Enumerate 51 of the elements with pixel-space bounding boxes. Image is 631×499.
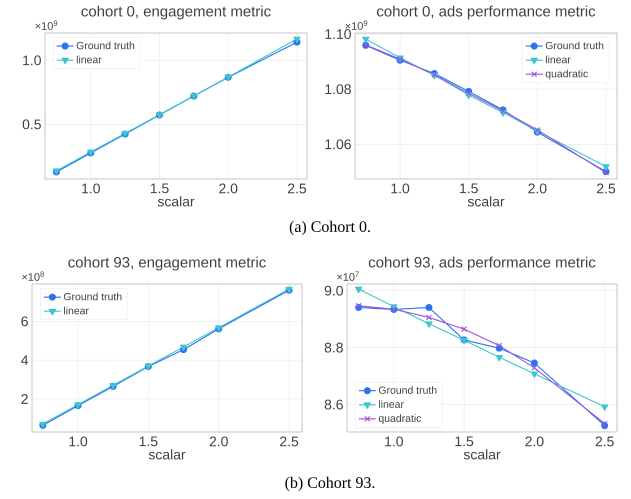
y-tick-label: 1.06 <box>325 139 351 150</box>
legend-label: linear <box>379 400 404 408</box>
legend-label: Ground truth <box>546 42 604 50</box>
x-tick-label: 2.0 <box>219 184 238 194</box>
legend-label: Ground truth <box>76 42 134 50</box>
legend-label: Ground truth <box>64 292 122 300</box>
x-axis-title: scalar <box>468 196 504 206</box>
x-axis-title: scalar <box>464 449 500 460</box>
x-tick-label: 1.5 <box>150 184 169 194</box>
y-tick-label: 0.5 <box>22 119 41 130</box>
y-tick-label: 8.8 <box>324 342 343 353</box>
x-tick-label: 1.5 <box>455 436 474 446</box>
y-tick-label: 1.10 <box>325 29 351 40</box>
x-tick-label: 1.0 <box>82 184 100 194</box>
x-tick-label: 1.5 <box>140 436 158 446</box>
y-tick-label: 4 <box>21 355 28 365</box>
chart-title: cohort 0, engagement metric <box>82 6 271 20</box>
text: ×10$^{9}$ <box>345 20 368 30</box>
x-tick-label: 1.0 <box>385 436 403 446</box>
x-tick-label: 2.5 <box>597 184 616 194</box>
legend-label: quadratic <box>378 414 422 424</box>
text: (b) Cohort 93. <box>285 476 374 492</box>
legend-label: linear <box>546 56 571 64</box>
x-tick-label: 2.0 <box>210 436 228 446</box>
legend-label: quadratic <box>546 70 588 80</box>
x-tick-label: 1.5 <box>460 184 478 194</box>
text: (a) Cohort 0. <box>290 220 370 236</box>
text: ×10$^{9}$ <box>35 20 58 30</box>
y-tick-label: 1.08 <box>325 84 351 94</box>
x-tick-label: 2.5 <box>596 436 614 446</box>
x-tick-label: 2.0 <box>525 436 544 446</box>
y-tick-label: 9.0 <box>324 286 343 296</box>
y-tick-label: 8.6 <box>324 400 343 410</box>
x-axis-title: scalar <box>158 196 194 206</box>
x-tick-label: 2.5 <box>288 184 306 194</box>
x-tick-label: 1.0 <box>391 184 410 194</box>
x-tick-label: 2.0 <box>528 184 547 194</box>
legend-label: linear <box>76 56 102 64</box>
y-tick-label: 1.0 <box>23 55 41 66</box>
chart-title: cohort 0, ads performance metric <box>377 6 596 20</box>
x-tick-label: 2.5 <box>280 436 298 446</box>
legend-label: linear <box>64 306 89 314</box>
chart-title: cohort 93, engagement metric <box>68 256 266 270</box>
y-tick-label: 2 <box>21 394 28 404</box>
text: ×10$^{7}$ <box>337 271 359 281</box>
x-axis-title: scalar <box>148 449 186 460</box>
y-tick-label: 6 <box>21 316 28 326</box>
text: ×10$^{8}$ <box>22 271 44 281</box>
x-tick-label: 1.0 <box>69 436 88 446</box>
chart-title: cohort 93, ads performance metric <box>368 256 596 270</box>
legend-label: Ground truth <box>378 386 436 394</box>
